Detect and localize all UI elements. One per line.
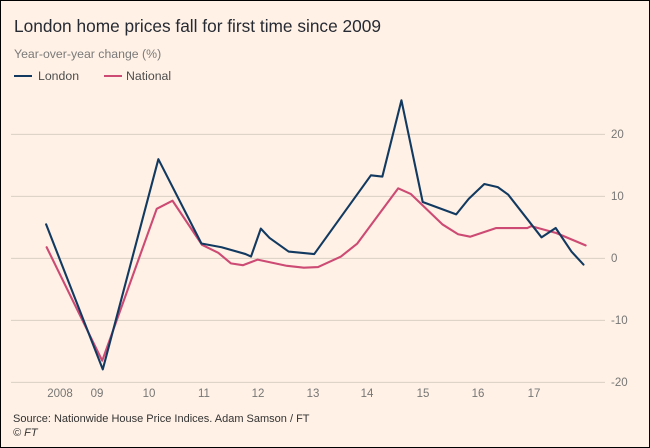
svg-text:10: 10 <box>611 191 624 203</box>
svg-text:16: 16 <box>472 388 485 400</box>
svg-text:15: 15 <box>417 388 430 400</box>
svg-text:20: 20 <box>611 129 624 141</box>
svg-text:11: 11 <box>198 388 210 400</box>
svg-text:-10: -10 <box>611 315 628 327</box>
svg-text:10: 10 <box>143 388 156 400</box>
svg-text:2008: 2008 <box>47 388 73 400</box>
svg-text:17: 17 <box>528 388 541 400</box>
svg-text:12: 12 <box>252 388 265 400</box>
svg-text:13: 13 <box>307 388 320 400</box>
svg-text:0: 0 <box>611 253 617 265</box>
svg-text:-20: -20 <box>611 377 628 389</box>
svg-text:14: 14 <box>361 388 374 400</box>
svg-text:09: 09 <box>91 388 104 400</box>
